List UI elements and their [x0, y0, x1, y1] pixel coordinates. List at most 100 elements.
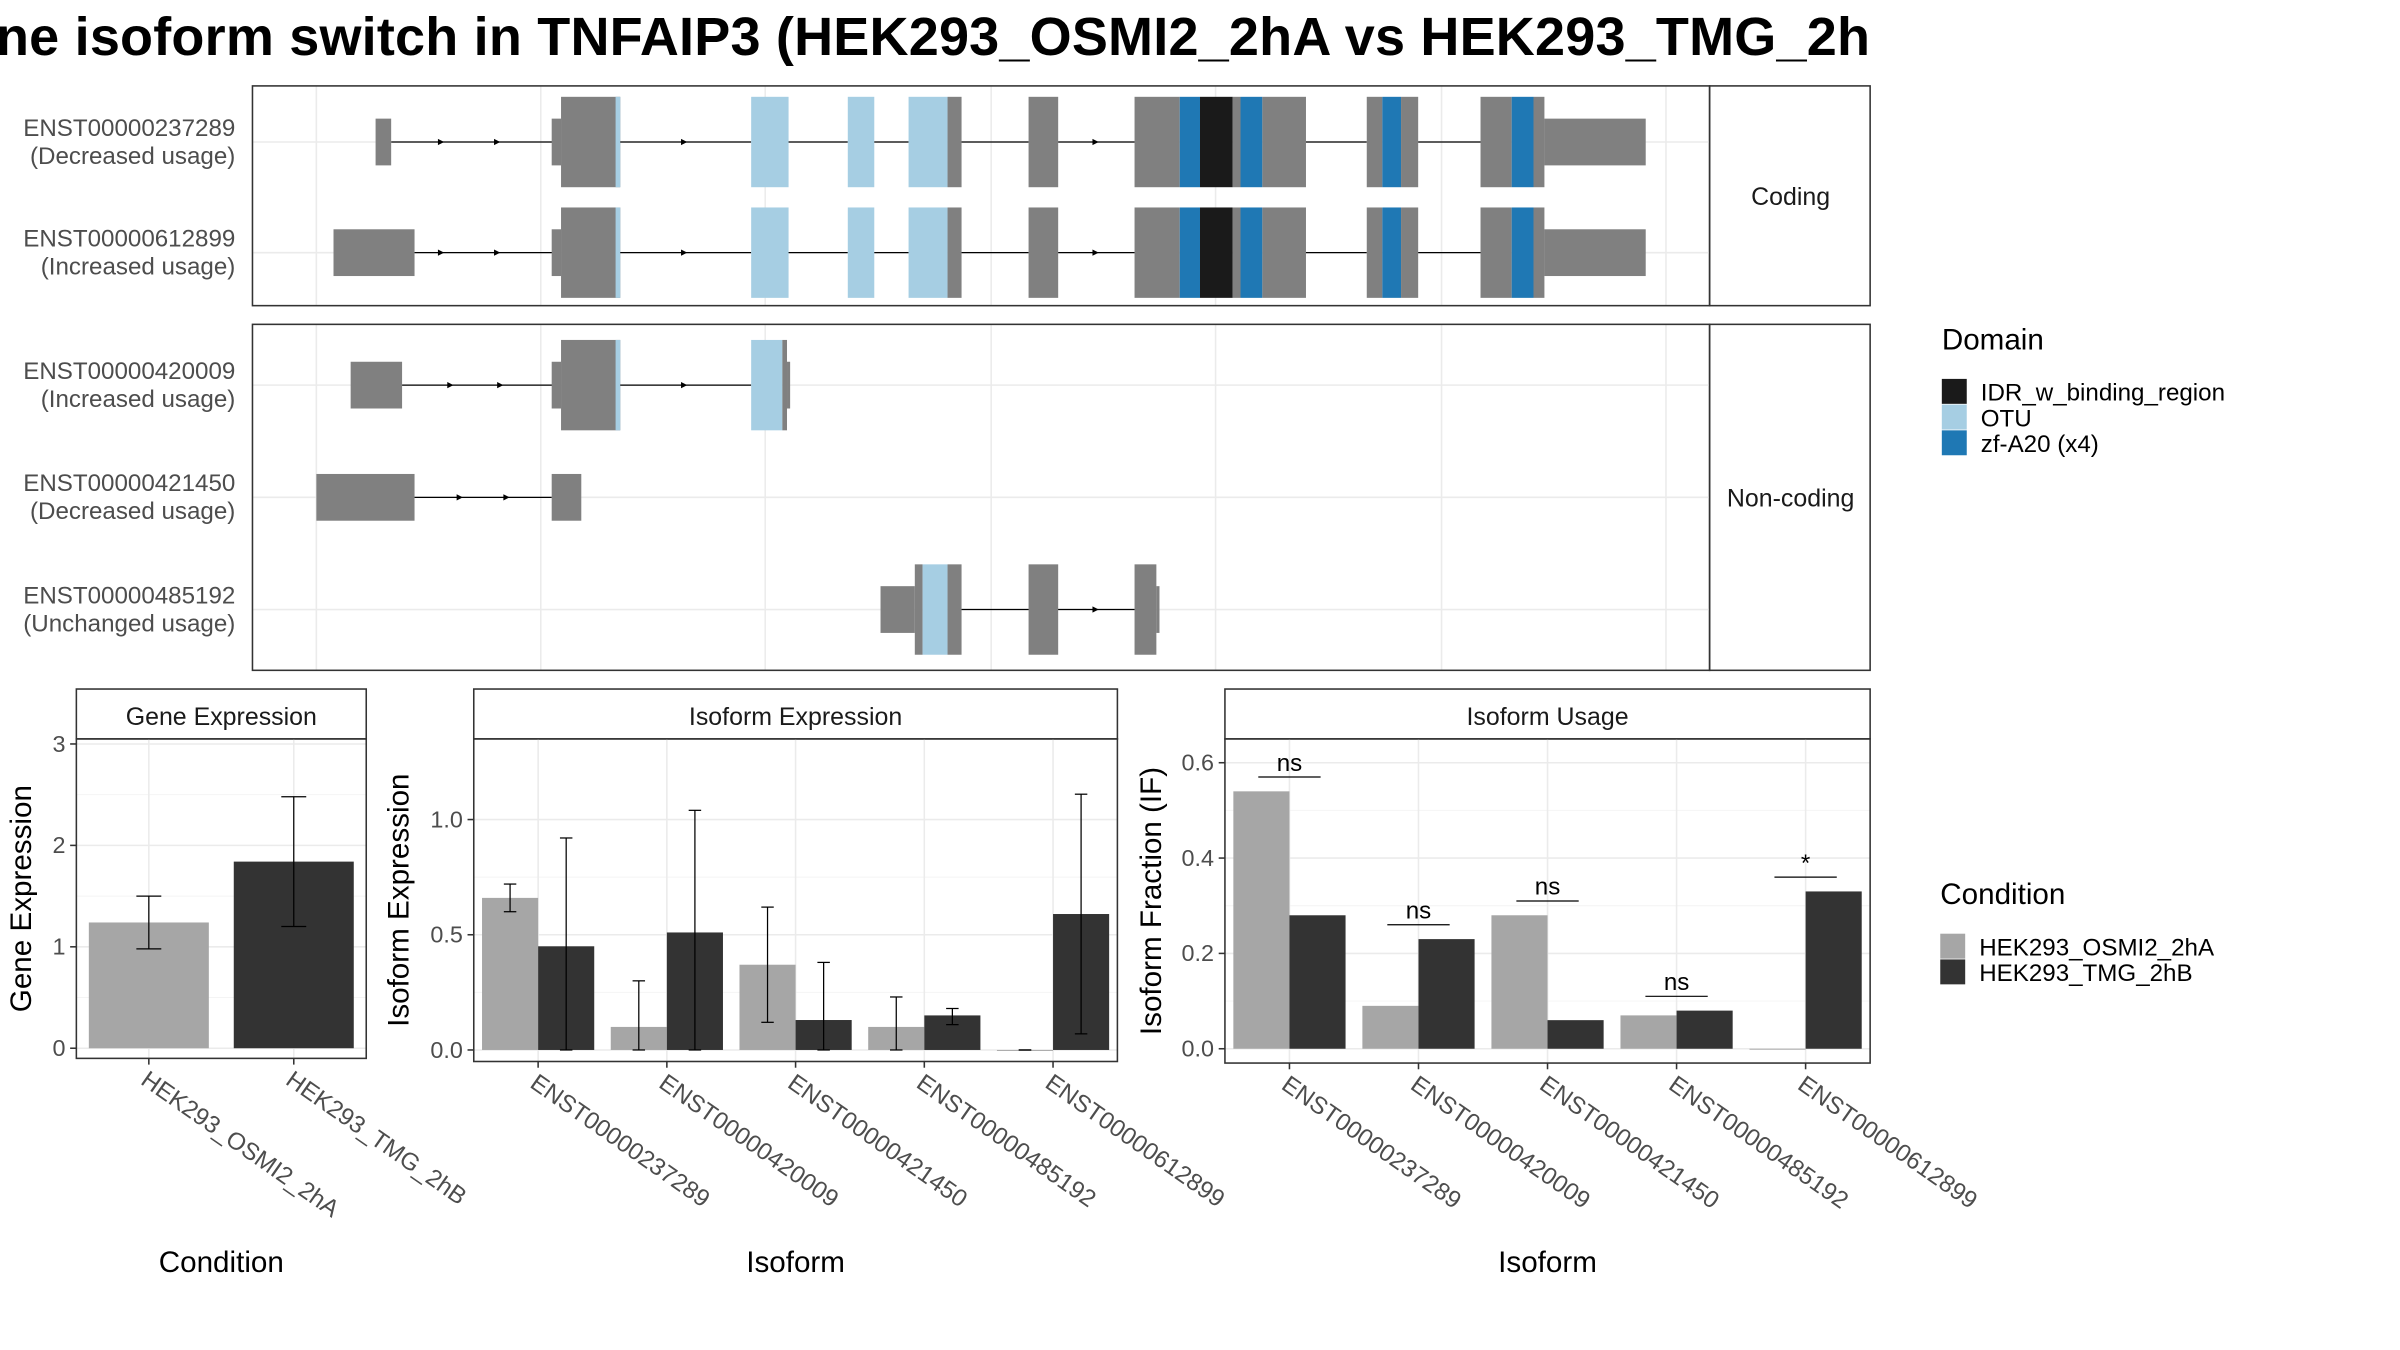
coding-exon: [561, 96, 621, 188]
intron-arrow: [494, 138, 501, 146]
figure-title: ne isoform switch in TNFAIP3 (HEK293_OSM…: [0, 7, 1871, 67]
y-tick-label: 0.6: [1182, 750, 1214, 776]
utr-exon: [375, 118, 392, 166]
coding-exon: [561, 339, 621, 431]
utr-exon: [880, 586, 915, 633]
intron-arrow: [437, 249, 445, 256]
coding-exon: [1366, 207, 1383, 298]
bar: [1676, 1010, 1733, 1049]
intron-arrow: [1092, 606, 1099, 613]
coding-exon: [1401, 207, 1419, 298]
y-tick-label: 3: [52, 731, 65, 757]
coding-exon: [1511, 96, 1534, 188]
intron-arrow: [681, 249, 688, 256]
transcript-id-label: ENST00000237289: [23, 115, 235, 142]
intron-arrow: [447, 382, 454, 389]
condition-legend-label: HEK293_TMG_2hB: [1979, 960, 2192, 987]
utr-exon: [551, 473, 582, 521]
transcript-usage-label: (Unchanged usage): [23, 610, 235, 637]
coding-exon: [1533, 207, 1545, 298]
coding-exon: [1179, 207, 1200, 298]
significance-label: *: [1801, 850, 1811, 877]
coding-exon: [1179, 96, 1200, 188]
significance-label: ns: [1277, 750, 1303, 777]
utr-exon: [1544, 229, 1646, 277]
coding-exon: [1382, 96, 1402, 188]
coding-exon: [1028, 207, 1059, 298]
coding-exon: [751, 339, 783, 431]
coding-exon: [1200, 96, 1233, 188]
coding-exon: [908, 207, 948, 298]
intron-arrow: [497, 382, 504, 389]
coding-exon: [1533, 96, 1545, 188]
coding-exon: [561, 207, 621, 298]
intron-arrow: [437, 138, 445, 146]
y-axis-title: Isoform Fraction (IF): [1135, 767, 1168, 1035]
x-axis-title: Isoform: [1498, 1246, 1597, 1279]
significance-label: ns: [1406, 898, 1432, 925]
domain-legend-swatch: [1941, 378, 1967, 404]
bar: [1749, 1048, 1806, 1050]
condition-legend-label: HEK293_OSMI2_2hA: [1979, 935, 2215, 962]
domain-legend-label: OTU: [1981, 405, 2032, 432]
condition-legend-swatch: [1940, 959, 1966, 985]
chart-border: [1224, 738, 1871, 1064]
intron-arrow: [1092, 138, 1099, 146]
coding-exon: [847, 96, 875, 188]
transcript-usage-label: (Decreased usage): [30, 143, 235, 170]
transcript-panel-border: [251, 323, 1711, 672]
y-tick-label: 0.0: [430, 1037, 462, 1063]
utr-exon: [350, 361, 403, 409]
chart-border: [472, 738, 1119, 1063]
transcript-id-label: ENST00000485192: [23, 582, 235, 609]
coding-exon: [847, 207, 875, 298]
y-axis-title: Gene Expression: [5, 785, 38, 1012]
coding-exon: [1134, 96, 1180, 188]
bar: [1233, 791, 1290, 1049]
intron-arrow: [503, 494, 510, 501]
bar: [1418, 939, 1475, 1049]
facet-strip: [1708, 85, 1871, 307]
condition-legend-title: Condition: [1940, 878, 2065, 911]
coding-exon: [1240, 96, 1263, 188]
coding-exon: [615, 339, 621, 431]
coding-exon: [1028, 564, 1059, 655]
coding-exon: [947, 564, 962, 655]
y-tick-label: 0.0: [1182, 1036, 1214, 1062]
bar: [1362, 1005, 1419, 1049]
coding-exon: [782, 339, 788, 431]
domain-legend-label: zf-A20 (x4): [1981, 431, 2099, 458]
coding-exon: [1262, 96, 1306, 188]
transcript-usage-label: (Decreased usage): [30, 498, 235, 525]
coding-exon: [1240, 207, 1263, 298]
intron-arrow: [1092, 249, 1099, 256]
utr-exon: [787, 361, 791, 409]
y-axis-title: Isoform Expression: [382, 773, 415, 1026]
coding-exon: [1232, 207, 1241, 298]
coding-exon: [1028, 96, 1059, 188]
intron-arrow: [456, 494, 463, 501]
chart-strip: [75, 688, 368, 740]
significance-label: ns: [1664, 969, 1690, 996]
utr-exon: [1544, 118, 1646, 166]
facet-strip-label: Non-coding: [1727, 485, 1854, 513]
utr-exon: [333, 229, 415, 277]
transcript-panel-bg: [252, 85, 1710, 306]
utr-exon: [551, 361, 562, 409]
domain-legend-title: Domain: [1942, 323, 2044, 356]
utr-exon: [316, 473, 415, 521]
chart-title: Isoform Usage: [1467, 703, 1629, 731]
bar: [1491, 915, 1548, 1049]
coding-exon: [1511, 207, 1534, 298]
condition-legend-swatch: [1940, 933, 1966, 959]
coding-exon: [947, 96, 962, 188]
transcript-id-label: ENST00000612899: [23, 225, 235, 252]
domain-legend-swatch: [1941, 404, 1967, 430]
coding-exon: [1382, 207, 1402, 298]
chart-strip: [1224, 688, 1871, 740]
y-tick-label: 0.5: [430, 922, 462, 948]
chart-title: Isoform Expression: [689, 703, 902, 731]
y-tick-label: 0.4: [1182, 845, 1214, 871]
coding-exon: [751, 207, 789, 298]
